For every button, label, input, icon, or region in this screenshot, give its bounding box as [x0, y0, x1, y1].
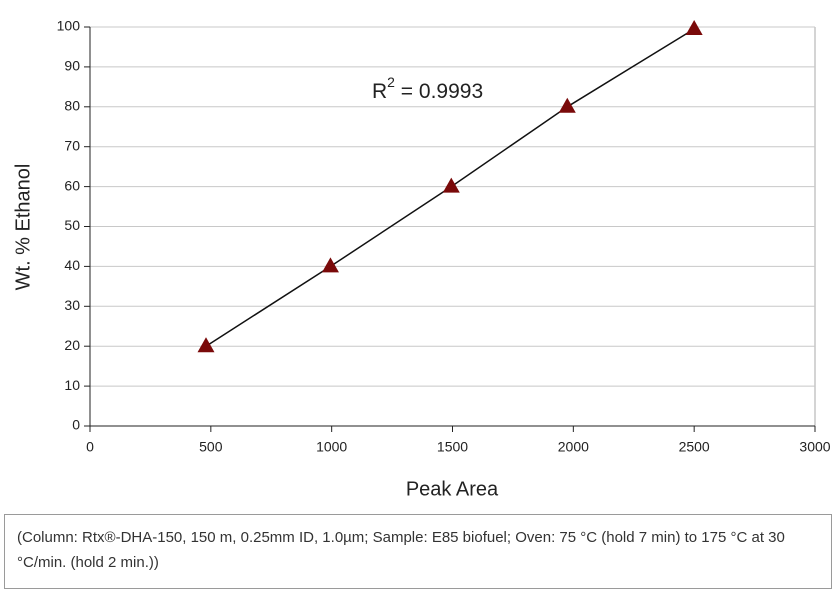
annotation-base: R	[372, 80, 387, 103]
y-tick-label: 0	[72, 417, 80, 433]
data-point	[685, 19, 703, 35]
caption: (Column: Rtx®-DHA-150, 150 m, 0.25mm ID,…	[4, 514, 832, 589]
x-tick-label: 2000	[558, 439, 589, 455]
annotation: R2 = 0.9993	[372, 74, 483, 103]
y-tick-label: 40	[64, 257, 80, 273]
x-tick-label: 3000	[799, 439, 830, 455]
x-tick-label: 1000	[316, 439, 347, 455]
x-tick-label: 500	[199, 439, 223, 455]
data-point	[197, 337, 215, 353]
x-tick-label: 1500	[437, 439, 468, 455]
data-point	[321, 257, 339, 273]
annotation-text: = 0.9993	[395, 80, 483, 103]
chart: Peak Area Wt. % Ethanol R2 = 0.9993 0 10 2…	[12, 18, 830, 501]
y-tick-label: 90	[64, 58, 80, 74]
data-point	[442, 177, 460, 193]
y-tick-label: 20	[64, 337, 80, 353]
x-tick-label: 2500	[679, 439, 710, 455]
annotation-superscript: 2	[387, 74, 395, 90]
y-axis-label: Wt. % Ethanol	[12, 164, 34, 291]
y-tick-label: 10	[64, 377, 80, 393]
x-tick-label: 0	[86, 439, 94, 455]
y-tick-label: 30	[64, 297, 80, 313]
y-tick-label: 60	[64, 177, 80, 193]
y-tick-label: 80	[64, 98, 80, 114]
data-point	[558, 97, 576, 113]
y-tick-label: 50	[64, 217, 80, 233]
x-axis-label: Peak Area	[406, 478, 499, 500]
y-tick-label: 100	[57, 18, 81, 34]
y-tick-label: 70	[64, 137, 80, 153]
